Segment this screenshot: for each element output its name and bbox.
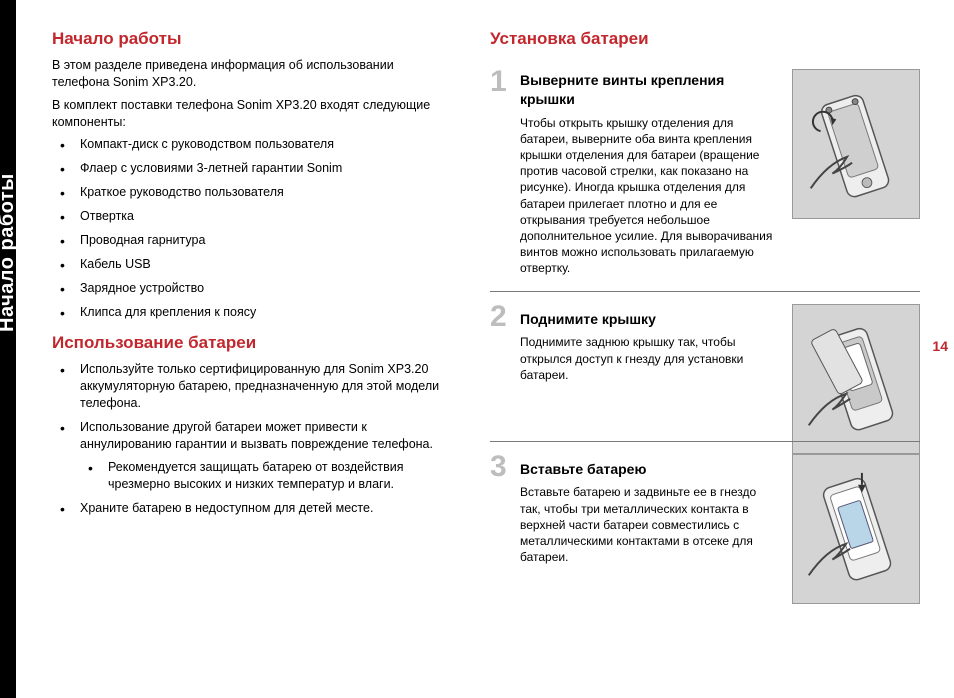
list-item: Используйте только сертифицированную для… xyxy=(52,361,452,412)
list-item: Кабель USB xyxy=(52,256,452,273)
list-item: Краткое руководство пользователя xyxy=(52,184,452,201)
heading-getting-started: Начало работы xyxy=(52,28,452,51)
step-body: Выверните винты крепления крышки Чтобы о… xyxy=(520,71,778,277)
step-title: Выверните винты крепления крышки xyxy=(520,71,778,109)
step-title: Поднимите крышку xyxy=(520,310,778,329)
list-item: Отвертка xyxy=(52,208,452,225)
list-item: Храните батарею в недоступном для детей … xyxy=(52,500,452,517)
components-list: Компакт-диск с руководством пользователя… xyxy=(52,136,452,320)
side-section-label: Начало работы xyxy=(0,150,19,350)
list-item-text: Использование другой батареи может приве… xyxy=(80,420,433,451)
step-number: 1 xyxy=(490,67,507,97)
phone-illustration-1 xyxy=(792,69,920,219)
page-number: 14 xyxy=(932,338,948,354)
list-item: Компакт-диск с руководством пользователя xyxy=(52,136,452,153)
step-text: Чтобы открыть крышку отделения для батар… xyxy=(520,115,778,277)
phone-illustration-3 xyxy=(792,454,920,604)
intro-paragraph-1: В этом разделе приведена информация об и… xyxy=(52,57,452,91)
step-2: 2 Поднимите крышку Поднимите заднюю крыш… xyxy=(490,291,920,441)
heading-battery-use: Использование батареи xyxy=(52,332,452,355)
list-item: Зарядное устройство xyxy=(52,280,452,297)
left-column: Начало работы В этом разделе приведена и… xyxy=(52,28,452,523)
step-3: 3 Вставьте батарею Вставьте батарею и за… xyxy=(490,441,920,591)
step-number: 2 xyxy=(490,302,507,332)
battery-list: Используйте только сертифицированную для… xyxy=(52,361,452,516)
step-number: 3 xyxy=(490,452,507,482)
step-body: Поднимите крышку Поднимите заднюю крышку… xyxy=(520,310,778,383)
battery-sublist: Рекомендуется защищать батарею от воздей… xyxy=(80,459,452,493)
step-text: Поднимите заднюю крышку так, чтобы откры… xyxy=(520,334,778,383)
list-item: Использование другой батареи может приве… xyxy=(52,419,452,493)
list-item: Рекомендуется защищать батарею от воздей… xyxy=(80,459,452,493)
step-1: 1 Выверните винты крепления крышки Чтобы… xyxy=(490,57,920,291)
intro-paragraph-2: В комплект поставки телефона Sonim XP3.2… xyxy=(52,97,452,131)
step-title: Вставьте батарею xyxy=(520,460,778,479)
list-item: Клипса для крепления к поясу xyxy=(52,304,452,321)
heading-install-battery: Установка батареи xyxy=(490,28,920,51)
list-item: Флаер с условиями 3-летней гарантии Soni… xyxy=(52,160,452,177)
right-column: Установка батареи 1 Выверните винты креп… xyxy=(490,28,920,591)
phone-illustration-2 xyxy=(792,304,920,454)
step-body: Вставьте батарею Вставьте батарею и задв… xyxy=(520,460,778,566)
step-text: Вставьте батарею и задвиньте ее в гнездо… xyxy=(520,484,778,565)
list-item: Проводная гарнитура xyxy=(52,232,452,249)
